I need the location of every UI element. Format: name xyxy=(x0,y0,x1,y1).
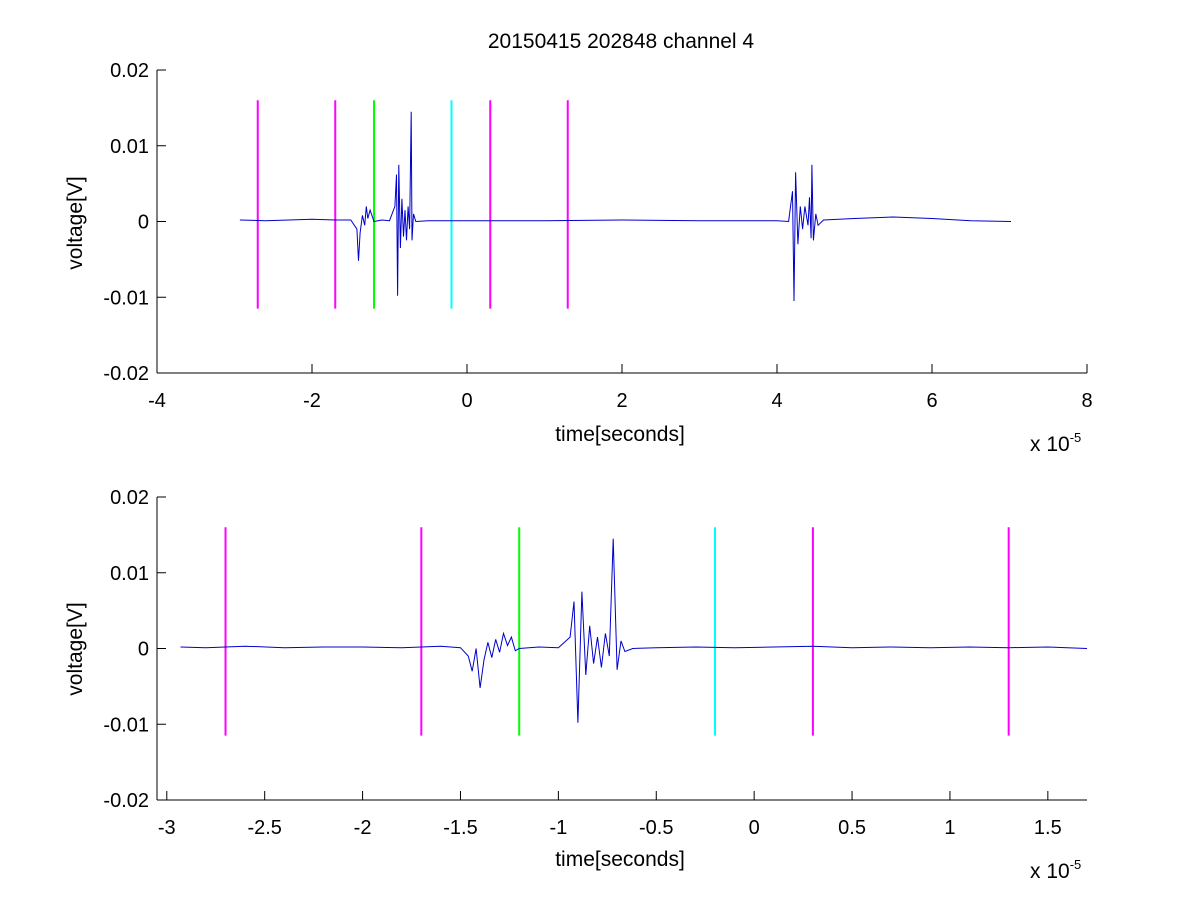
bottom-x-tick-label: 1.5 xyxy=(1034,817,1062,839)
bottom-y-tick-label: -0.01 xyxy=(103,714,149,736)
top-signal-trace xyxy=(239,111,1012,302)
top-x-tick-label: 6 xyxy=(926,390,937,412)
top-x-tick-label: -4 xyxy=(148,390,166,412)
bottom-x-axis-label: time[seconds] xyxy=(555,848,685,871)
figure-title: 20150415 202848 channel 4 xyxy=(488,30,755,53)
bottom-x-exponent: x 10-5 xyxy=(1030,857,1081,883)
bottom-y-tick-label: 0 xyxy=(138,639,149,661)
top-x-tick-label: 8 xyxy=(1081,390,1092,412)
bottom-y-tick-label: 0.01 xyxy=(110,563,149,585)
top-y-tick-label: 0.02 xyxy=(110,60,149,82)
bottom-y-tick-label: 0.02 xyxy=(110,487,149,509)
top-x-axis-label: time[seconds] xyxy=(555,423,685,446)
top-x-tick-label: 4 xyxy=(771,390,782,412)
bottom-x-tick-label: 1 xyxy=(944,817,955,839)
bottom-x-tick-label: 0.5 xyxy=(838,817,866,839)
bottom-x-tick-label: -1.5 xyxy=(443,817,477,839)
bottom-signal-trace xyxy=(180,538,1088,723)
bottom-x-tick-label: -1 xyxy=(549,817,567,839)
top-x-exponent: x 10-5 xyxy=(1030,430,1081,456)
top-x-tick-label: 2 xyxy=(616,390,627,412)
top-y-tick-label: 0 xyxy=(138,212,149,234)
top-y-tick-label: -0.01 xyxy=(103,287,149,309)
top-y-tick-label: -0.02 xyxy=(103,363,149,385)
bottom-x-tick-label: -2 xyxy=(354,817,372,839)
bottom-subplot: time[seconds] voltage[V] x 10-5 -0.02 -0.… xyxy=(64,487,1088,883)
top-y-tick-label: 0.01 xyxy=(110,136,149,158)
top-subplot: time[seconds] voltage[V] x 10-5 -0.02 -0.… xyxy=(64,60,1093,456)
bottom-x-tick-label: -2.5 xyxy=(247,817,281,839)
bottom-x-tick-label: -3 xyxy=(158,817,176,839)
top-x-tick-label: -2 xyxy=(303,390,321,412)
bottom-y-axis-label: voltage[V] xyxy=(64,602,87,695)
bottom-x-tick-label: -0.5 xyxy=(639,817,673,839)
top-y-axis-label: voltage[V] xyxy=(64,176,87,269)
bottom-y-tick-label: -0.02 xyxy=(103,790,149,812)
bottom-x-tick-label: 0 xyxy=(749,817,760,839)
top-x-tick-label: 0 xyxy=(461,390,472,412)
